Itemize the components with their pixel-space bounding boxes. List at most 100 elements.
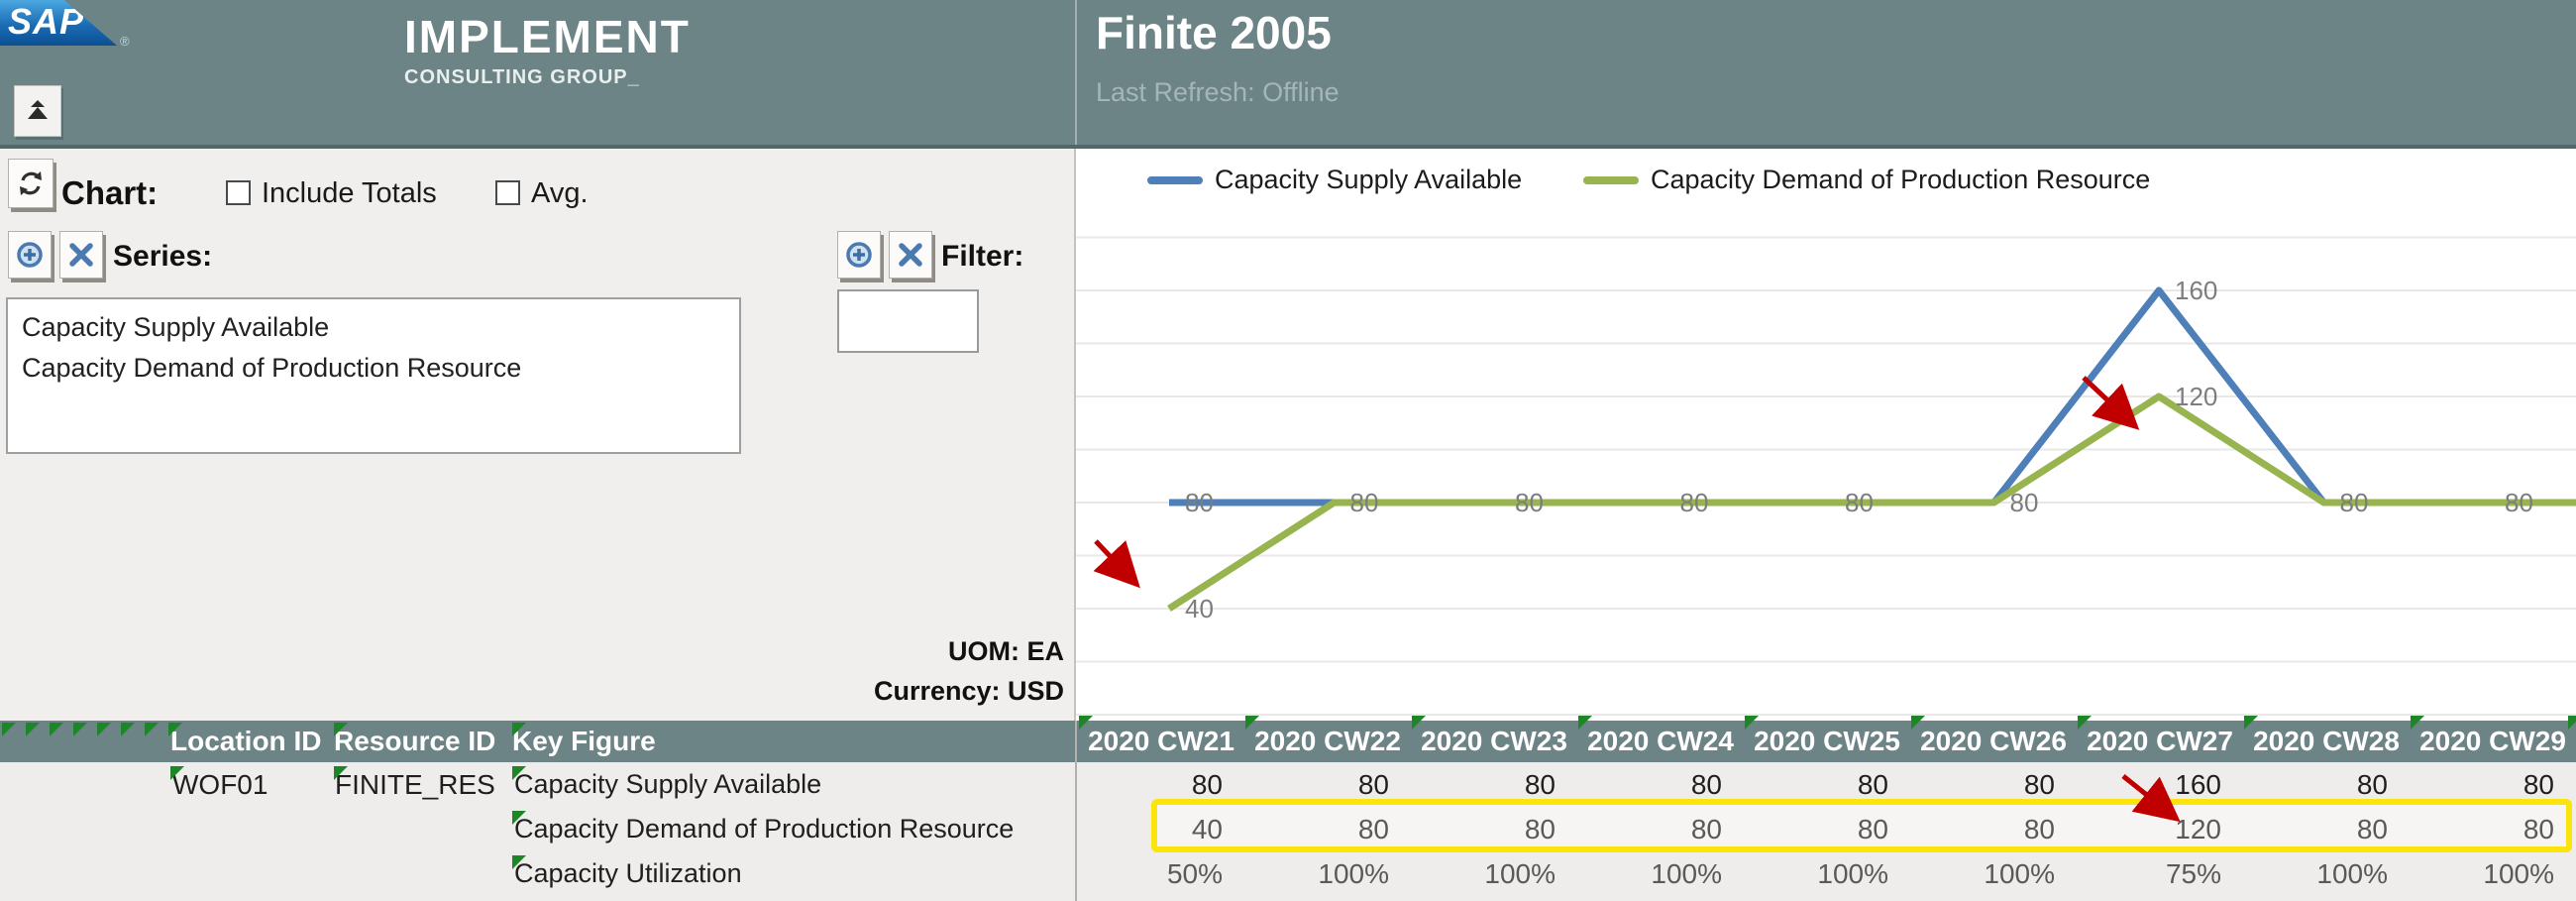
- value-cell[interactable]: 80: [1857, 814, 1888, 845]
- refresh-icon: [20, 171, 42, 195]
- value-cell[interactable]: 80: [2522, 814, 2554, 845]
- value-cell[interactable]: 100%: [1817, 858, 1888, 889]
- header-divider: [1075, 0, 1077, 145]
- cell-key-figure-supply[interactable]: Capacity Supply Available: [514, 769, 822, 799]
- series-add-button[interactable]: [8, 231, 52, 279]
- cell-location-id[interactable]: WOF01: [172, 769, 268, 800]
- value-cell[interactable]: 50%: [1166, 858, 1223, 889]
- comment-marker-triangle: [26, 723, 40, 736]
- value-cell[interactable]: 100%: [2483, 858, 2554, 889]
- series-remove-button[interactable]: [59, 231, 103, 279]
- series-listbox[interactable]: Capacity Supply Available Capacity Demand…: [6, 297, 741, 454]
- value-cell[interactable]: 80: [2023, 769, 2055, 800]
- value-cell[interactable]: 160: [2175, 769, 2221, 800]
- value-cell[interactable]: 80: [1524, 814, 1556, 845]
- comment-marker-triangle: [73, 723, 87, 736]
- annotation-arrow-chart: [2082, 376, 2140, 430]
- value-cell[interactable]: 80: [1857, 769, 1888, 800]
- highlight-box-demand-row: [1151, 799, 2572, 852]
- chart-data-label: 40: [1185, 594, 1214, 623]
- legend-item-demand[interactable]: Capacity Demand of Production Resource: [1583, 165, 2150, 195]
- series-section-label: Series:: [113, 240, 213, 273]
- comment-marker-triangle: [334, 723, 348, 736]
- value-cell[interactable]: 80: [1690, 814, 1722, 845]
- legend-label-demand: Capacity Demand of Production Resource: [1651, 165, 2151, 194]
- avg-checkbox[interactable]: [495, 180, 520, 205]
- filter-add-button[interactable]: [837, 231, 881, 279]
- week-header-cell[interactable]: 2020 CW22: [1254, 726, 1401, 756]
- value-cell[interactable]: 100%: [1318, 858, 1389, 889]
- cell-resource-id[interactable]: FINITE_RES: [335, 769, 495, 800]
- collapse-panel-button[interactable]: [14, 85, 61, 137]
- avg-label[interactable]: Avg.: [531, 177, 589, 209]
- comment-marker-triangle: [1745, 716, 1759, 730]
- column-header-resource[interactable]: Resource ID: [334, 726, 496, 756]
- last-refresh-status: Last Refresh: Offline: [1096, 77, 1340, 107]
- column-header-location[interactable]: Location ID: [170, 726, 322, 756]
- value-cell[interactable]: 120: [2175, 814, 2221, 845]
- week-header-cell[interactable]: 2020 CW28: [2253, 726, 2400, 756]
- value-cell[interactable]: 40: [1191, 814, 1223, 845]
- include-totals-label[interactable]: Include Totals: [262, 177, 437, 209]
- chart-data-label: 80: [1515, 488, 1544, 517]
- plus-circle-icon: [846, 242, 872, 268]
- page-title: Finite 2005: [1096, 7, 1332, 58]
- filter-input[interactable]: [837, 289, 979, 353]
- comment-marker-triangle: [168, 723, 182, 736]
- chart-plot: 80 40 80 80 80 80 80 160 120 80 80: [1076, 236, 2576, 716]
- value-cell[interactable]: 100%: [1984, 858, 2055, 889]
- top-header-bar: SAP ® IMPLEMENT CONSULTING GROUP_ Finite…: [0, 0, 2576, 149]
- cell-key-figure-utilization[interactable]: Capacity Utilization: [514, 858, 742, 888]
- week-header-cell[interactable]: 2020 CW29: [2419, 726, 2566, 756]
- comment-marker-triangle: [334, 766, 348, 780]
- comment-marker-triangle: [512, 811, 526, 825]
- include-totals-checkbox[interactable]: [226, 180, 251, 205]
- value-cell[interactable]: 80: [1191, 769, 1223, 800]
- week-header-cell[interactable]: 2020 CW26: [1920, 726, 2067, 756]
- chart-canvas: Capacity Supply Available Capacity Deman…: [1076, 149, 2576, 721]
- chart-data-label: 80: [1680, 488, 1709, 517]
- value-cell[interactable]: 80: [1524, 769, 1556, 800]
- value-cell[interactable]: 100%: [1651, 858, 1722, 889]
- comment-marker-triangle: [1079, 716, 1093, 730]
- series-list-item[interactable]: Capacity Demand of Production Resource: [22, 353, 522, 383]
- chart-data-label: 80: [2505, 488, 2533, 517]
- control-panel: Chart: Include Totals Avg. Series: Capac…: [0, 149, 1076, 721]
- column-header-key-figure[interactable]: Key Figure: [512, 726, 656, 756]
- value-cell[interactable]: 80: [2522, 769, 2554, 800]
- week-header-cell[interactable]: 2020 CW25: [1754, 726, 1900, 756]
- week-header-cell[interactable]: 2020 CW27: [2087, 726, 2233, 756]
- x-icon: [899, 243, 922, 267]
- value-cell[interactable]: 80: [2356, 814, 2388, 845]
- week-header-cell[interactable]: 2020 CW23: [1421, 726, 1567, 756]
- week-header-cell[interactable]: 2020 CW24: [1587, 726, 1734, 756]
- brand-subtitle: CONSULTING GROUP_: [404, 66, 640, 88]
- chart-data-label: 160: [2175, 276, 2217, 305]
- value-cell[interactable]: 75%: [2165, 858, 2221, 889]
- chart-data-label: 80: [1350, 488, 1379, 517]
- value-cell[interactable]: 80: [1357, 814, 1389, 845]
- legend-swatch-supply: [1147, 175, 1203, 184]
- chart-section-label: Chart:: [61, 174, 159, 211]
- value-cell[interactable]: 80: [2023, 814, 2055, 845]
- value-cell[interactable]: 80: [2356, 769, 2388, 800]
- chart-data-label: 80: [1185, 488, 1214, 517]
- legend-item-supply[interactable]: Capacity Supply Available: [1147, 165, 1522, 195]
- comment-marker-triangle: [2244, 716, 2258, 730]
- chart-data-label: 80: [2340, 488, 2369, 517]
- series-line-demand: [1167, 393, 2576, 612]
- comment-marker-triangle: [2, 723, 16, 736]
- filter-remove-button[interactable]: [889, 231, 932, 279]
- value-cell[interactable]: 100%: [2316, 858, 2388, 889]
- value-cell[interactable]: 100%: [1484, 858, 1556, 889]
- planning-table: Location ID Resource ID Key Figure 2020 …: [0, 716, 2576, 901]
- value-cell[interactable]: 80: [1690, 769, 1722, 800]
- series-list-item[interactable]: Capacity Supply Available: [22, 312, 330, 342]
- cell-key-figure-demand[interactable]: Capacity Demand of Production Resource: [514, 814, 1015, 844]
- value-cell[interactable]: 80: [1357, 769, 1389, 800]
- comment-marker-triangle: [512, 855, 526, 869]
- comment-marker-triangle: [97, 723, 111, 736]
- refresh-chart-button[interactable]: [8, 159, 54, 208]
- week-header-cell[interactable]: 2020 CW21: [1088, 726, 1234, 756]
